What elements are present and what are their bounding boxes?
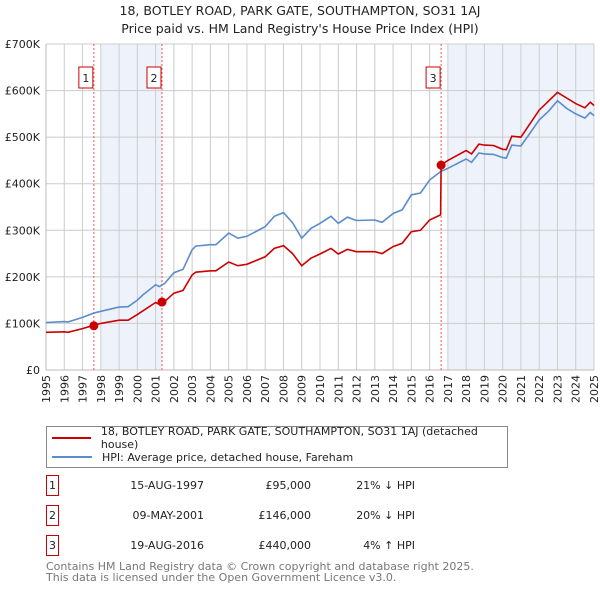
x-tick-label: 2018 — [460, 375, 473, 403]
x-tick-label: 1996 — [58, 375, 71, 403]
legend-item-hpi: HPI: Average price, detached house, Fare… — [52, 449, 353, 465]
sale-hpi-diff: 4% ↑ HPI — [363, 539, 415, 552]
sale-label-box — [146, 66, 162, 89]
legend-swatch-blue — [52, 456, 92, 458]
x-tick-label: 2016 — [424, 375, 437, 403]
hpi-line — [45, 99, 595, 324]
x-tick-label: 2023 — [551, 375, 564, 403]
x-tick-label: 2012 — [351, 375, 364, 403]
sale-label: 1 — [82, 72, 89, 85]
x-tick-label: 2002 — [168, 375, 181, 403]
x-tick-label: 2004 — [204, 375, 217, 403]
sale-label-box — [78, 66, 94, 89]
sale-marker-badge: 1 — [46, 475, 59, 496]
sale-date: 09-MAY-2001 — [132, 509, 204, 522]
footer-licence: This data is licensed under the Open Gov… — [46, 571, 397, 584]
y-tick-label: £400K — [5, 178, 41, 191]
x-tick-label: 2006 — [241, 375, 254, 403]
sale-label-box — [425, 66, 441, 89]
x-tick-label: 2000 — [131, 375, 144, 403]
sale-price: £95,000 — [265, 479, 312, 492]
legend: 18, BOTLEY ROAD, PARK GATE, SOUTHAMPTON,… — [46, 425, 508, 468]
x-tick-label: 2017 — [442, 375, 455, 403]
legend-item-property: 18, BOTLEY ROAD, PARK GATE, SOUTHAMPTON,… — [52, 425, 507, 451]
y-tick-label: £600K — [5, 85, 41, 98]
x-tick-label: 1997 — [77, 375, 90, 403]
sale-price: £440,000 — [258, 539, 312, 552]
sale-row: 1 15-AUG-1997 £95,000 21% ↓ HPI — [46, 475, 446, 497]
sale-date: 19-AUG-2016 — [130, 539, 204, 552]
y-tick-label: £100K — [5, 317, 41, 330]
x-tick-label: 2011 — [332, 375, 345, 403]
legend-label: 18, BOTLEY ROAD, PARK GATE, SOUTHAMPTON,… — [100, 425, 478, 451]
x-tick-label: 2010 — [314, 375, 327, 403]
x-tick-label: 2021 — [515, 375, 528, 403]
sale-row: 3 19-AUG-2016 £440,000 4% ↑ HPI — [46, 535, 446, 557]
y-tick-label: £300K — [5, 224, 41, 237]
legend-label: HPI: Average price, detached house, Fare… — [102, 450, 354, 464]
x-tick-label: 2014 — [387, 375, 400, 403]
chart-title: 18, BOTLEY ROAD, PARK GATE, SOUTHAMPTON,… — [119, 3, 481, 18]
shaded-range — [100, 44, 162, 370]
sale-hpi-diff: 20% ↓ HPI — [356, 509, 415, 522]
sale-label: 3 — [430, 72, 437, 85]
x-tick-label: 2008 — [277, 375, 290, 403]
y-tick-label: £500K — [5, 131, 41, 144]
x-tick-label: 2025 — [588, 375, 600, 403]
sale-point — [89, 321, 99, 331]
legend-swatch-red — [52, 437, 91, 439]
x-tick-label: 2013 — [369, 375, 382, 403]
x-tick-label: 2009 — [296, 375, 309, 403]
sale-marker-badge: 2 — [46, 505, 59, 526]
x-tick-label: 2001 — [150, 375, 163, 403]
sale-price: £146,000 — [258, 509, 312, 522]
footer-copyright: Contains HM Land Registry data © Crown c… — [46, 560, 474, 573]
x-tick-label: 1998 — [95, 375, 108, 403]
sale-point — [157, 297, 167, 307]
x-tick-label: 2003 — [186, 375, 199, 403]
sale-hpi-diff: 21% ↓ HPI — [356, 479, 415, 492]
x-tick-label: 2015 — [405, 375, 418, 403]
sale-date: 15-AUG-1997 — [130, 479, 204, 492]
x-tick-label: 2020 — [497, 375, 510, 403]
x-tick-label: 1995 — [40, 375, 53, 403]
property-price-line — [45, 91, 595, 334]
sale-row: 2 09-MAY-2001 £146,000 20% ↓ HPI — [46, 505, 446, 527]
sale-marker-badge: 3 — [46, 535, 59, 556]
sale-label: 2 — [150, 72, 157, 85]
x-tick-label: 2007 — [259, 375, 272, 403]
x-tick-label: 1999 — [113, 375, 126, 403]
y-tick-label: £200K — [5, 271, 41, 284]
x-tick-label: 2022 — [533, 375, 546, 403]
x-tick-label: 2024 — [570, 375, 583, 403]
y-tick-label: £700K — [5, 38, 41, 51]
y-tick-label: £0 — [26, 364, 40, 377]
plot-area: 1995 1996 1997 1998 1999 2000 2001 2002 2003 2004… — [5, 38, 600, 403]
x-tick-label: 2005 — [223, 375, 236, 403]
x-tick-label: 2019 — [478, 375, 491, 403]
sale-point — [436, 160, 446, 170]
chart-subtitle: Price paid vs. HM Land Registry's House … — [121, 21, 479, 36]
